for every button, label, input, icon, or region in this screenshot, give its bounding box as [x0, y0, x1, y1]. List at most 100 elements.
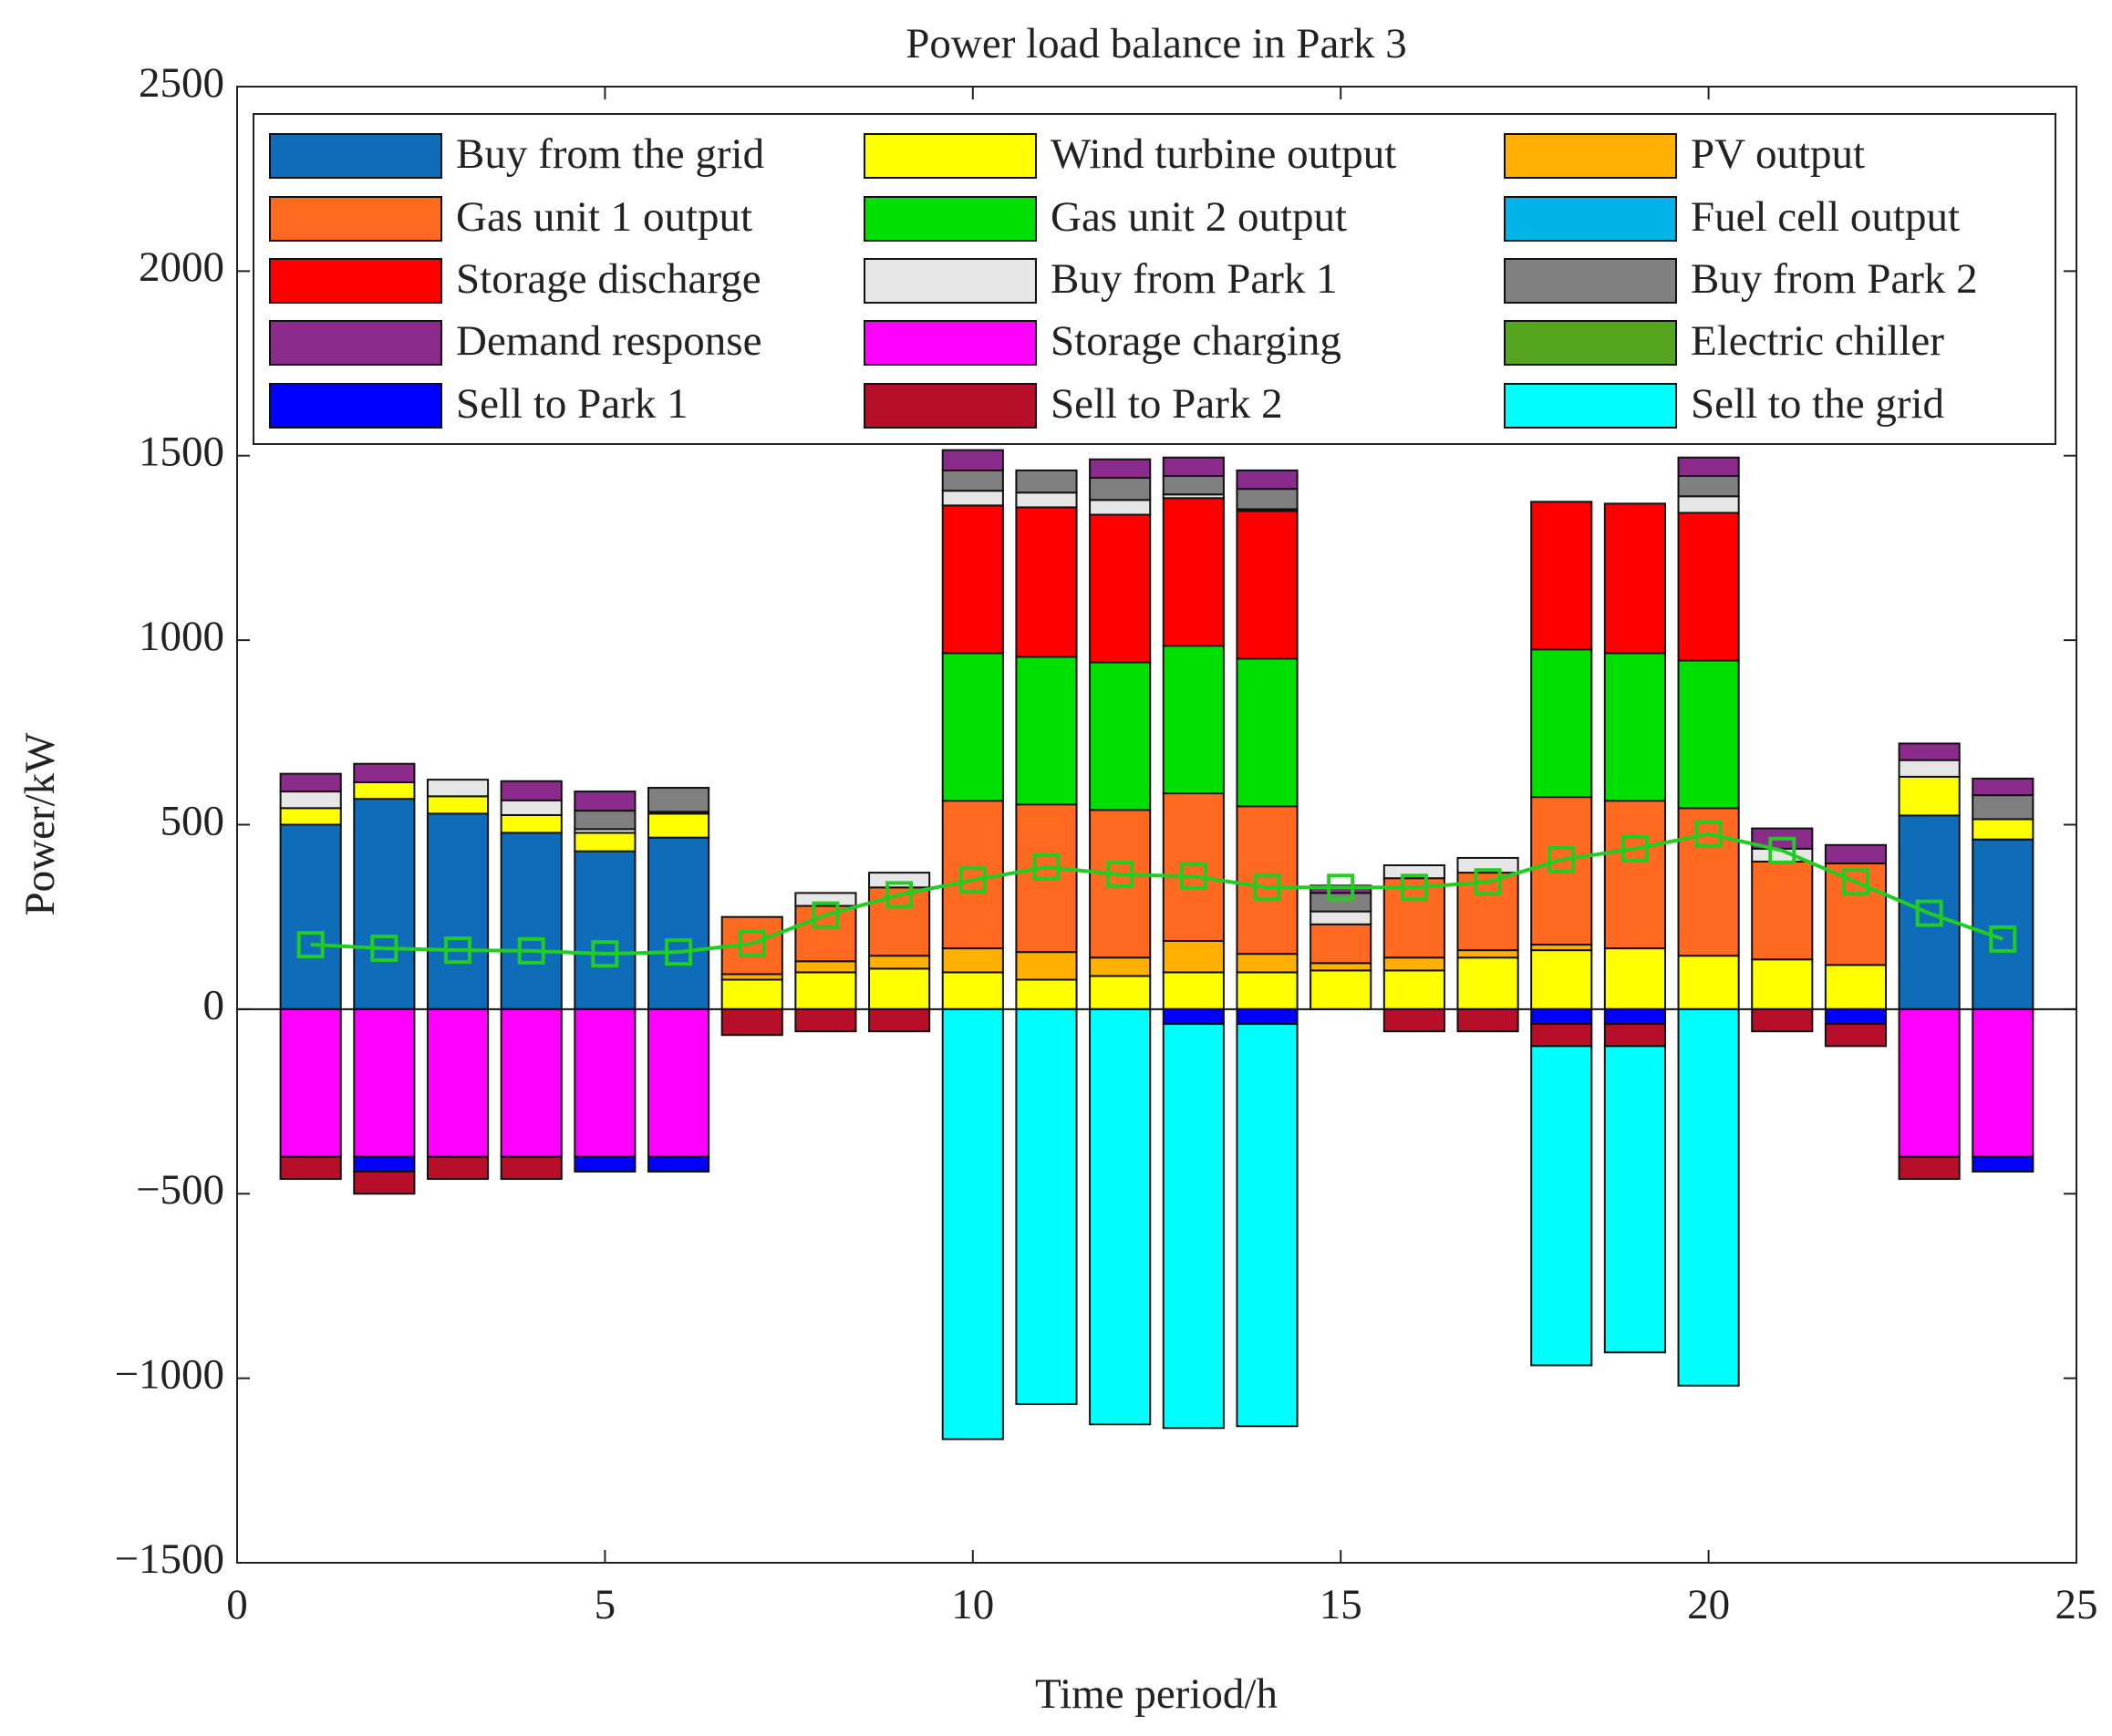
legend-label: Fuel cell output: [1691, 193, 1960, 241]
bar-segment: [941, 504, 1004, 655]
bar-segment: [279, 1008, 342, 1158]
bar-segment: [1015, 506, 1078, 658]
bar-segment: [1677, 456, 1740, 478]
bar-segment: [279, 790, 342, 810]
bar-segment: [1972, 1155, 2034, 1173]
bar-segment: [1603, 1008, 1666, 1026]
line-marker: [1179, 863, 1207, 891]
bar-segment: [1972, 1008, 2034, 1158]
bar-segment: [1236, 510, 1299, 660]
bar-segment: [1530, 648, 1593, 799]
bar-segment: [1162, 645, 1225, 795]
bar-segment: [279, 772, 342, 793]
bar-segment: [1162, 1008, 1225, 1026]
line-marker: [296, 931, 325, 959]
legend-swatch: [864, 133, 1037, 179]
legend-label: Storage charging: [1051, 317, 1341, 365]
legend-label: Buy from Park 1: [1051, 255, 1338, 303]
bar-segment: [647, 1008, 710, 1158]
bar-segment: [1089, 513, 1152, 664]
bar-segment: [1824, 1023, 1888, 1048]
x-tick-label: 0: [226, 1581, 248, 1628]
bar-segment: [574, 1008, 637, 1158]
bar-segment: [1089, 1008, 1152, 1426]
bar-segment: [1677, 1008, 1740, 1387]
bar-segment: [353, 798, 416, 1010]
bar-segment: [426, 1155, 490, 1181]
bar-segment: [941, 1008, 1004, 1441]
bar-segment: [1677, 807, 1740, 957]
y-tick-label: 1500: [139, 429, 224, 476]
line-marker: [1106, 861, 1134, 889]
bar-segment: [1162, 971, 1225, 1010]
legend-swatch: [1504, 320, 1677, 366]
bar-segment: [574, 850, 637, 1010]
bar-segment: [647, 787, 710, 813]
bar-segment: [353, 1008, 416, 1158]
bar-segment: [353, 1170, 416, 1195]
x-tick-label: 5: [595, 1581, 616, 1628]
legend-swatch: [1504, 196, 1677, 242]
bar-segment: [1310, 884, 1372, 894]
legend-swatch: [1504, 258, 1677, 304]
bar-segment: [1530, 1023, 1593, 1048]
bar-segment: [794, 960, 857, 974]
bar-segment: [1456, 856, 1519, 874]
bar-segment: [868, 1008, 931, 1033]
legend-swatch: [269, 133, 442, 179]
y-tick-label: 2000: [139, 243, 224, 291]
line-marker: [738, 929, 766, 957]
legend-box: [253, 113, 2056, 445]
bar-segment: [647, 1155, 710, 1173]
y-tick-label: 500: [160, 797, 225, 844]
legend-label: Electric chiller: [1691, 317, 1944, 365]
y-tick-label: 2500: [139, 59, 224, 107]
bar-segment: [1310, 910, 1372, 925]
bar-segment: [1310, 892, 1372, 913]
bar-segment: [1603, 1023, 1666, 1048]
bar-segment: [1382, 969, 1445, 1010]
bar-segment: [1310, 969, 1372, 1010]
line-marker: [1253, 873, 1281, 902]
legend-label: Sell to Park 2: [1051, 380, 1283, 428]
bar-segment: [1972, 838, 2034, 1010]
legend-swatch: [864, 320, 1037, 366]
x-axis-label: Time period/h: [1035, 1670, 1278, 1718]
bar-segment: [574, 810, 637, 831]
bar-segment: [574, 1155, 637, 1173]
bar-segment: [1382, 864, 1445, 880]
bar-segment: [1089, 458, 1152, 480]
bar-segment: [941, 947, 1004, 974]
bar-segment: [1382, 1008, 1445, 1033]
bar-segment: [1677, 512, 1740, 662]
line-marker: [1327, 873, 1355, 902]
line-marker: [1032, 853, 1061, 882]
plot-frame: [236, 86, 2077, 1564]
bar-segment: [1236, 971, 1299, 1010]
bar-segment: [720, 978, 783, 1010]
legend-label: Sell to Park 1: [456, 380, 688, 428]
legend-label: Storage discharge: [456, 255, 761, 303]
bar-segment: [500, 799, 563, 816]
bar-segment: [1162, 475, 1225, 496]
bar-segment: [426, 779, 490, 798]
line-marker: [1400, 873, 1428, 902]
bar-segment: [1677, 495, 1740, 514]
bar-segment: [1898, 1155, 1961, 1181]
bar-segment: [1162, 456, 1225, 478]
bar-segment: [1677, 659, 1740, 810]
legend-swatch: [1504, 133, 1677, 179]
bar-segment: [1751, 860, 1814, 961]
bar-segment: [941, 652, 1004, 802]
x-tick-label: 20: [1687, 1581, 1730, 1628]
bar-segment: [941, 490, 1004, 507]
line-marker: [1989, 925, 2017, 953]
bar-segment: [1162, 497, 1225, 647]
line-marker: [1841, 868, 1869, 896]
bar-segment: [1530, 1008, 1593, 1026]
x-tick-label: 15: [1320, 1581, 1362, 1628]
bar-segment: [574, 832, 637, 852]
bar-segment: [1236, 469, 1299, 491]
legend-label: Wind turbine output: [1051, 130, 1396, 178]
bar-segment: [941, 449, 1004, 471]
